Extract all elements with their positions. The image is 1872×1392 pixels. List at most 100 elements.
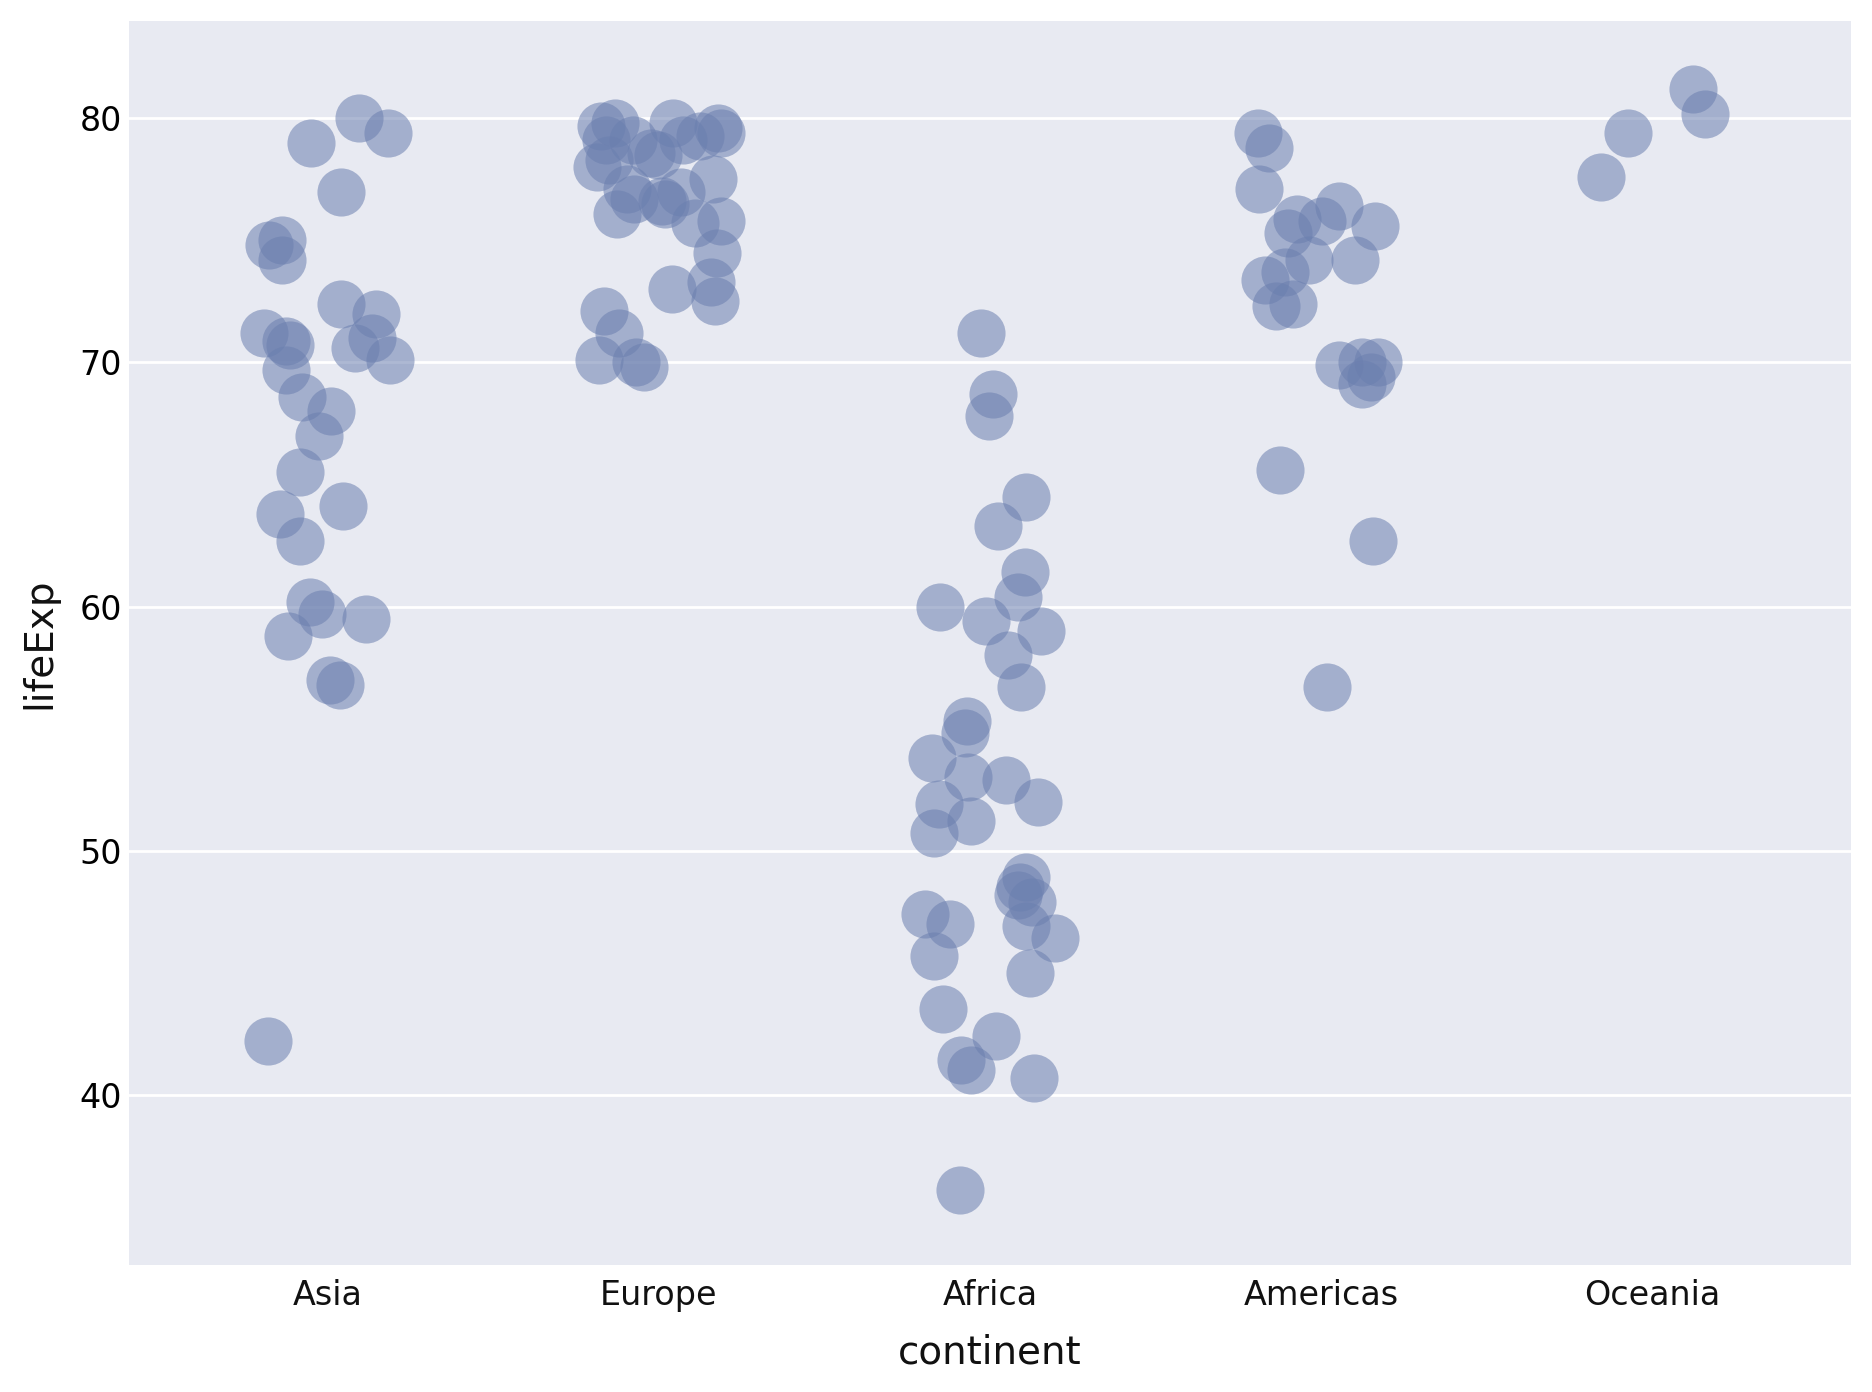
X-axis label: continent: continent: [899, 1334, 1082, 1371]
Point: [1348, 351, 1378, 373]
Point: [659, 113, 689, 135]
Point: [271, 330, 301, 352]
Point: [945, 1179, 975, 1201]
Point: [945, 1050, 975, 1072]
Point: [586, 114, 616, 136]
Point: [979, 383, 1009, 405]
Point: [1250, 269, 1280, 291]
Point: [929, 998, 958, 1020]
Point: [957, 1059, 987, 1082]
Point: [992, 768, 1022, 791]
Point: [636, 142, 666, 164]
Point: [618, 129, 648, 152]
Point: [273, 625, 303, 647]
Point: [1359, 529, 1389, 551]
Point: [1245, 178, 1275, 200]
Point: [698, 168, 728, 191]
Point: [612, 178, 642, 200]
Point: [593, 149, 623, 171]
Point: [1015, 962, 1045, 984]
Point: [1363, 351, 1393, 373]
Point: [953, 710, 983, 732]
Point: [1677, 78, 1707, 100]
Point: [296, 590, 326, 612]
Point: [919, 823, 949, 845]
Point: [629, 356, 659, 379]
Point: [590, 301, 620, 323]
Point: [255, 234, 285, 256]
Point: [303, 425, 333, 447]
Point: [1614, 122, 1644, 145]
Point: [1011, 866, 1041, 888]
Point: [1312, 677, 1342, 699]
Point: [1011, 486, 1041, 508]
Point: [702, 242, 732, 264]
Point: [268, 230, 298, 252]
Point: [603, 202, 633, 224]
Point: [326, 674, 356, 696]
Point: [668, 129, 698, 152]
Point: [666, 181, 696, 203]
Point: [1355, 366, 1385, 388]
Point: [316, 400, 346, 422]
Point: [1265, 459, 1295, 482]
Point: [953, 766, 983, 788]
Point: [275, 334, 305, 356]
Point: [936, 913, 966, 935]
Point: [344, 107, 374, 129]
Point: [620, 188, 650, 210]
Point: [1254, 136, 1284, 159]
Point: [925, 596, 955, 618]
Point: [314, 668, 344, 690]
Point: [994, 644, 1024, 667]
Point: [1003, 586, 1033, 608]
Point: [983, 515, 1013, 537]
Point: [700, 291, 730, 313]
Point: [307, 603, 337, 625]
Point: [957, 810, 987, 832]
Point: [1340, 249, 1370, 271]
Point: [1294, 249, 1324, 271]
Point: [981, 1025, 1011, 1047]
Point: [350, 607, 380, 629]
Point: [925, 793, 955, 816]
Point: [1243, 122, 1273, 145]
Point: [1003, 884, 1033, 906]
Point: [1307, 210, 1337, 232]
Point: [1273, 221, 1303, 244]
Point: [1024, 791, 1054, 813]
Point: [972, 610, 1002, 632]
Point: [268, 249, 298, 271]
Point: [973, 405, 1003, 427]
Point: [328, 496, 358, 518]
Point: [266, 503, 296, 525]
Point: [919, 944, 949, 966]
Point: [592, 129, 622, 152]
Point: [1005, 677, 1035, 699]
Point: [650, 192, 680, 214]
Point: [657, 278, 687, 301]
Point: [584, 349, 614, 372]
Point: [601, 113, 631, 135]
Point: [374, 349, 404, 372]
Point: [296, 132, 326, 155]
Point: [1018, 1066, 1048, 1089]
Point: [1282, 207, 1312, 230]
Point: [326, 292, 356, 315]
Point: [1016, 891, 1046, 913]
Point: [358, 327, 388, 349]
Point: [646, 191, 676, 213]
Point: [249, 322, 279, 344]
Point: [1361, 214, 1391, 237]
Point: [341, 337, 371, 359]
Point: [326, 181, 356, 203]
Point: [361, 302, 391, 324]
Point: [1271, 262, 1301, 284]
Point: [1690, 103, 1720, 125]
Point: [644, 143, 674, 166]
Point: [1586, 166, 1616, 188]
Point: [706, 210, 736, 232]
Point: [622, 351, 651, 373]
Point: [1039, 927, 1069, 949]
Point: [1005, 876, 1035, 898]
